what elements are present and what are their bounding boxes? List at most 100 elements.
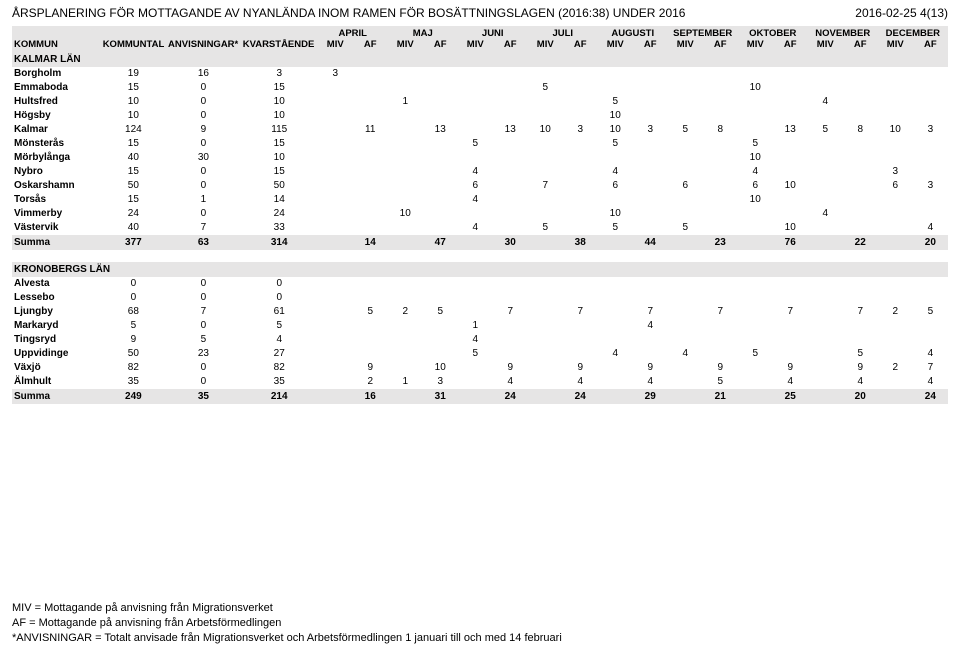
section-name: KRONOBERGS LÄN <box>12 262 948 277</box>
cell-value <box>598 81 633 95</box>
cell-value <box>738 333 773 347</box>
cell-anvisningar: 0 <box>166 319 241 333</box>
cell-value <box>493 137 528 151</box>
cell-kommuntal: 10 <box>101 109 166 123</box>
cell-value <box>668 151 703 165</box>
cell-value: 7 <box>913 361 948 375</box>
col-miv: MIV <box>388 39 423 52</box>
sum-value: 38 <box>563 235 598 251</box>
cell-value <box>668 375 703 389</box>
cell-value <box>668 67 703 81</box>
cell-anvisningar: 0 <box>166 109 241 123</box>
cell-value <box>773 137 808 151</box>
cell-anvisningar: 5 <box>166 333 241 347</box>
cell-anvisningar: 1 <box>166 193 241 207</box>
cell-anvisningar: 0 <box>166 361 241 375</box>
cell-value <box>423 151 458 165</box>
cell-value: 4 <box>808 95 843 109</box>
cell-value <box>878 95 913 109</box>
cell-kommuntal: 5 <box>101 319 166 333</box>
cell-value <box>808 109 843 123</box>
cell-value <box>878 193 913 207</box>
cell-kvarstaende: 24 <box>241 207 318 221</box>
cell-value <box>598 151 633 165</box>
cell-kommuntal: 68 <box>101 305 166 319</box>
table-row: Mörbylånga40301010 <box>12 151 948 165</box>
row-name: Älmhult <box>12 375 101 389</box>
cell-value <box>318 81 353 95</box>
cell-anvisningar: 0 <box>166 137 241 151</box>
cell-value <box>563 109 598 123</box>
cell-value <box>528 137 563 151</box>
cell-value <box>703 137 738 151</box>
cell-value <box>878 221 913 235</box>
cell-value <box>668 165 703 179</box>
sum-value <box>808 389 843 405</box>
cell-value: 5 <box>458 137 493 151</box>
cell-value <box>668 305 703 319</box>
cell-value <box>703 165 738 179</box>
cell-value: 7 <box>703 305 738 319</box>
footer-line: MIV = Mottagande på anvisning från Migra… <box>12 601 562 616</box>
cell-value <box>598 193 633 207</box>
cell-value: 3 <box>633 123 668 137</box>
cell-value: 4 <box>843 375 878 389</box>
cell-value: 4 <box>913 221 948 235</box>
cell-value <box>318 109 353 123</box>
cell-value <box>738 291 773 305</box>
cell-value <box>668 137 703 151</box>
footer-notes: MIV = Mottagande på anvisning från Migra… <box>12 601 562 646</box>
cell-value: 4 <box>493 375 528 389</box>
sum-value: 76 <box>773 235 808 251</box>
cell-value: 4 <box>913 375 948 389</box>
cell-value <box>808 291 843 305</box>
cell-value <box>423 137 458 151</box>
cell-value <box>843 319 878 333</box>
cell-value <box>318 95 353 109</box>
cell-value: 6 <box>738 179 773 193</box>
cell-value: 2 <box>878 361 913 375</box>
cell-value <box>738 375 773 389</box>
cell-value <box>493 319 528 333</box>
cell-anvisningar: 0 <box>166 95 241 109</box>
row-name: Nybro <box>12 165 101 179</box>
cell-kvarstaende: 10 <box>241 109 318 123</box>
cell-value <box>318 207 353 221</box>
cell-value <box>773 193 808 207</box>
col-af: AF <box>633 39 668 52</box>
cell-value <box>913 95 948 109</box>
cell-value <box>563 347 598 361</box>
cell-value <box>738 361 773 375</box>
cell-kvarstaende: 15 <box>241 137 318 151</box>
footer-line: AF = Mottagande på anvisning från Arbets… <box>12 616 562 631</box>
sum-value <box>388 389 423 405</box>
sum-anvisningar: 35 <box>166 389 241 405</box>
sum-value <box>878 235 913 251</box>
cell-anvisningar: 0 <box>166 277 241 291</box>
cell-value <box>843 95 878 109</box>
cell-value <box>528 319 563 333</box>
row-name: Oskarshamn <box>12 179 101 193</box>
cell-value <box>423 109 458 123</box>
month-header: APRIL <box>318 26 388 39</box>
cell-value <box>528 277 563 291</box>
cell-value <box>633 165 668 179</box>
cell-value <box>563 137 598 151</box>
cell-value <box>528 207 563 221</box>
cell-value: 4 <box>773 375 808 389</box>
cell-value: 4 <box>458 333 493 347</box>
cell-value <box>738 95 773 109</box>
cell-kvarstaende: 0 <box>241 291 318 305</box>
cell-value <box>668 207 703 221</box>
table-row: Högsby1001010 <box>12 109 948 123</box>
sum-value <box>808 235 843 251</box>
cell-value <box>423 193 458 207</box>
cell-value <box>703 277 738 291</box>
cell-value <box>423 95 458 109</box>
row-name: Mönsterås <box>12 137 101 151</box>
table-row: Västervik407334555104 <box>12 221 948 235</box>
cell-value <box>318 137 353 151</box>
cell-value: 5 <box>353 305 388 319</box>
cell-value <box>388 333 423 347</box>
cell-value: 9 <box>773 361 808 375</box>
